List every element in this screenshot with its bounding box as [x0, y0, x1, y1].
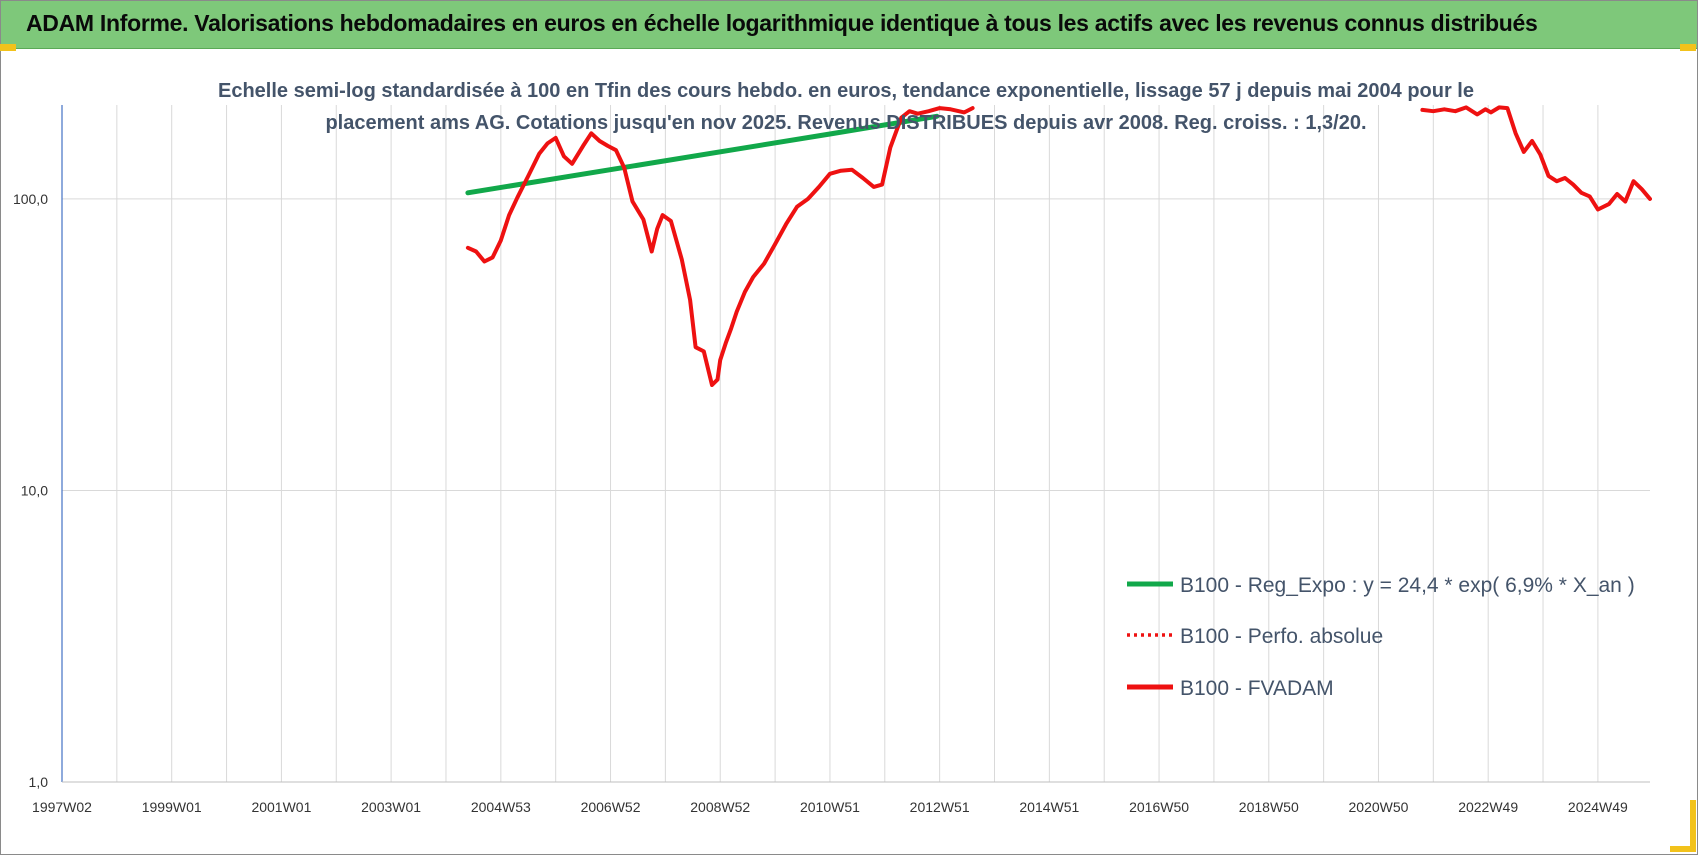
chart-subtitle-line-1: Echelle semi-log standardisée à 100 en T… — [218, 80, 1474, 102]
title-banner: ADAM Informe. Valorisations hebdomadaire… — [1, 1, 1697, 49]
x-tick-label: 1997W02 — [32, 799, 92, 815]
x-tick-label: 1999W01 — [142, 799, 202, 815]
x-tick-label: 2020W50 — [1349, 799, 1409, 815]
corner-marker-top-left — [0, 44, 16, 51]
x-tick-label: 2006W52 — [581, 799, 641, 815]
x-tick-label: 2014W51 — [1019, 799, 1079, 815]
legend: B100 - Reg_Expo : y = 24,4 * exp( 6,9% *… — [1127, 574, 1635, 700]
y-tick-label: 1,0 — [29, 774, 49, 790]
axis-layer: 1,0 10,0 100,0 1997W02 1999W01 2001W01 2003W01… — [13, 105, 1650, 815]
y-tick-label: 100,0 — [13, 191, 48, 207]
corner-marker-bottom-right — [1690, 800, 1696, 850]
x-tick-label: 2018W50 — [1239, 799, 1299, 815]
series-layer — [465, 105, 1652, 387]
series-line-fvadam-3 — [1420, 105, 1652, 212]
corner-marker-top-right — [1680, 44, 1696, 51]
banner-title: ADAM Informe. Valorisations hebdomadaire… — [26, 10, 1538, 36]
legend-label-regression: B100 - Reg_Expo : y = 24,4 * exp( 6,9% *… — [1180, 574, 1635, 597]
legend-label-perfo-absolue: B100 - Perfo. absolue — [1180, 625, 1383, 648]
grid-layer — [61, 105, 1650, 783]
chart-subtitle-line-2: placement ams AG. Cotations jusqu'en nov… — [325, 112, 1366, 134]
x-tick-label: 2024W49 — [1568, 799, 1628, 815]
legend-label-fvadam: B100 - FVADAM — [1180, 677, 1334, 700]
series-line-fvadam-2 — [465, 106, 975, 387]
x-tick-label: 2003W01 — [361, 799, 421, 815]
x-tick-label: 2004W53 — [471, 799, 531, 815]
corner-marker-bottom-right-base — [1670, 846, 1696, 852]
x-tick-label: 2010W51 — [800, 799, 860, 815]
y-tick-label: 10,0 — [21, 482, 48, 498]
x-tick-label: 2022W49 — [1458, 799, 1518, 815]
x-tick-label: 2012W51 — [910, 799, 970, 815]
x-tick-label: 2016W50 — [1129, 799, 1189, 815]
x-tick-label: 2001W01 — [251, 799, 311, 815]
x-tick-label: 2008W52 — [690, 799, 750, 815]
